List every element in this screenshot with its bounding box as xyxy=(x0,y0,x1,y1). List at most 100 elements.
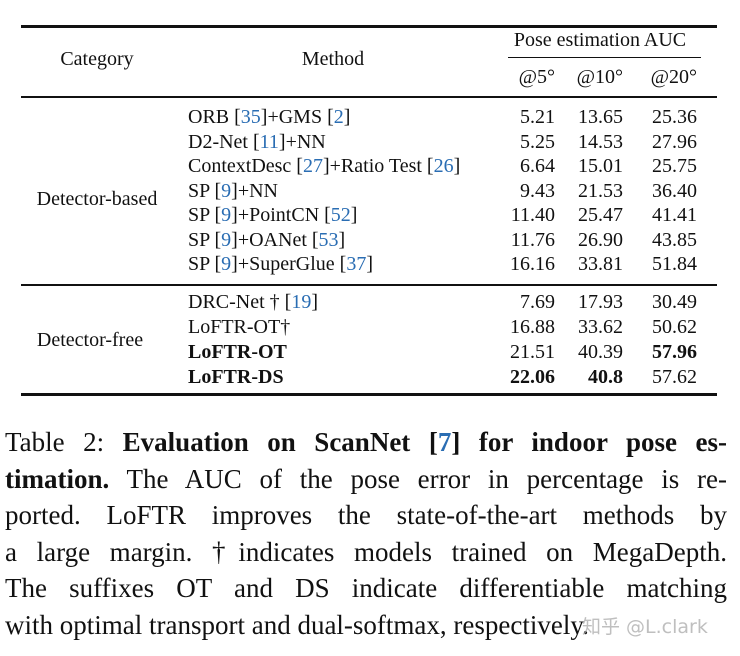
method-text: ] xyxy=(453,155,461,177)
citation-link[interactable]: 27 xyxy=(302,155,323,177)
caption-text: The AUC of the pose error in percentage … xyxy=(126,463,728,494)
auc-value: 15.01 xyxy=(578,155,623,177)
auc-value: 21.53 xyxy=(578,179,623,202)
auc-value: 6.64 xyxy=(520,155,555,177)
citation-link[interactable]: 53 xyxy=(318,228,339,251)
citation-link[interactable]: 37 xyxy=(346,253,367,275)
citation-link[interactable]: 9 xyxy=(221,228,232,251)
citation-link[interactable]: 19 xyxy=(291,291,312,313)
auc-value: 41.41 xyxy=(652,204,697,226)
citation-link[interactable]: 9 xyxy=(221,179,232,202)
top-rule xyxy=(21,25,717,28)
citation-link[interactable]: 11 xyxy=(259,130,279,153)
method-name: SP [9]+PointCN [52] xyxy=(188,203,357,227)
auc-value: 50.62 xyxy=(652,316,697,338)
auc-value: 26.90 xyxy=(578,228,623,251)
header-auc-20: @20° xyxy=(650,66,697,88)
citation-link[interactable]: 9 xyxy=(221,204,232,226)
table-caption: Table 2: Evaluation on ScanNet [7] for i… xyxy=(5,424,727,644)
citation-link[interactable]: 52 xyxy=(330,204,351,226)
method-text: ]+NN xyxy=(278,130,326,153)
caption-line-5: The suffixes OT and DS indicate differen… xyxy=(5,573,727,604)
method-text: ] xyxy=(366,253,373,275)
auc-value: 14.53 xyxy=(578,130,623,153)
method-text: ]+GMS xyxy=(260,106,328,128)
caption-line-2: timation. The AUC of the pose error in p… xyxy=(5,461,727,498)
bottom-rule xyxy=(21,393,717,396)
method-name: LoFTR-OT xyxy=(188,340,287,364)
header-auc-10: @10° xyxy=(576,66,623,88)
auc-value: 36.40 xyxy=(652,179,697,202)
caption-label: Table 2: xyxy=(5,427,105,457)
auc-value: 5.25 xyxy=(520,130,555,153)
method-name: SP [9]+OANet [53] xyxy=(188,228,345,252)
method-text: ]+OANet [ xyxy=(231,228,319,251)
caption-line-4: a large margin. †indicates models traine… xyxy=(5,536,727,567)
method-text: LoFTR-OT xyxy=(188,341,287,363)
method-text: ] xyxy=(338,228,346,251)
auc-value: 11.40 xyxy=(510,204,555,226)
method-name: LoFTR-OT† xyxy=(188,315,290,339)
auc-value: 21.51 xyxy=(510,341,555,363)
auc-value: 11.76 xyxy=(510,228,555,251)
method-text: SP [ xyxy=(188,204,222,226)
method-text: [ xyxy=(234,106,241,128)
auc-value: 16.16 xyxy=(510,253,555,275)
citation-link[interactable]: 9 xyxy=(221,253,232,275)
method-name: SP [9]+SuperGlue [37] xyxy=(188,252,373,276)
method-text: LoFTR-DS xyxy=(188,366,284,388)
method-text: SP [ xyxy=(188,253,222,275)
method-text: ]+NN xyxy=(231,179,278,202)
auc-value: 25.47 xyxy=(578,204,623,226)
auc-value: 17.93 xyxy=(578,291,623,313)
citation-link[interactable]: 35 xyxy=(240,106,261,128)
auc-value: 25.75 xyxy=(652,155,697,177)
caption-line-1: Table 2: Evaluation on ScanNet [7] for i… xyxy=(5,424,727,461)
bracket: ] xyxy=(343,106,351,128)
bracket: [ xyxy=(327,106,334,128)
method-text: D2-Net [ xyxy=(188,130,260,153)
caption-line-3: ported. LoFTR improves the state-of-the-… xyxy=(5,500,727,531)
citation-link[interactable]: 26 xyxy=(433,155,454,177)
category-detector-free: Detector-free xyxy=(36,329,144,351)
caption-title-part: ] for indoor pose es- xyxy=(451,427,728,457)
header-category: Category xyxy=(60,48,134,70)
method-text: ORB xyxy=(188,106,235,128)
auc-value: 22.06 xyxy=(510,366,555,388)
auc-value: 57.96 xyxy=(652,341,697,363)
auc-value: 27.96 xyxy=(652,130,697,153)
method-name: SP [9]+NN xyxy=(188,179,278,203)
method-name: D2-Net [11]+NN xyxy=(188,130,326,154)
method-text: LoFTR-OT† xyxy=(188,316,291,338)
method-name: ContextDesc [27]+Ratio Test [26] xyxy=(188,154,460,178)
cmid-rule xyxy=(508,57,701,58)
category-detector-based: Detector-based xyxy=(36,188,158,210)
citation-link[interactable]: 7 xyxy=(437,427,452,457)
method-text: DRC-Net † [ xyxy=(188,291,292,313)
watermark: 知乎 @L.clark xyxy=(582,616,708,638)
method-text: ]+Ratio Test [ xyxy=(322,155,434,177)
auc-value: 16.88 xyxy=(510,316,555,338)
auc-value: 40.8 xyxy=(588,366,623,388)
method-name: LoFTR-DS xyxy=(188,365,284,389)
method-text: SP [ xyxy=(188,179,222,202)
auc-value: 13.65 xyxy=(578,106,623,128)
auc-value: 9.43 xyxy=(520,179,555,202)
auc-value: 51.84 xyxy=(652,253,697,275)
auc-value: 40.39 xyxy=(578,341,623,363)
auc-value: 33.62 xyxy=(578,316,623,338)
method-name: DRC-Net † [19] xyxy=(188,290,318,314)
method-name: ORB [35]+GMS [2] xyxy=(188,105,350,129)
method-text: ]+PointCN [ xyxy=(231,204,331,226)
caption-title-end: timation. xyxy=(5,463,110,494)
auc-value: 5.21 xyxy=(520,106,555,128)
caption-line-6: with optimal transport and dual-softmax,… xyxy=(5,609,589,640)
citation-link[interactable]: 2 xyxy=(333,106,344,128)
group-rule xyxy=(21,284,717,286)
caption-title: Evaluation on ScanNet [7] for indoor pos… xyxy=(123,427,727,457)
method-text: ContextDesc [ xyxy=(188,155,303,177)
header-auc-5: @5° xyxy=(518,66,555,88)
header-method: Method xyxy=(301,48,365,70)
method-text: SP [ xyxy=(188,228,222,251)
caption-title-part: Evaluation on ScanNet [ xyxy=(122,427,438,457)
